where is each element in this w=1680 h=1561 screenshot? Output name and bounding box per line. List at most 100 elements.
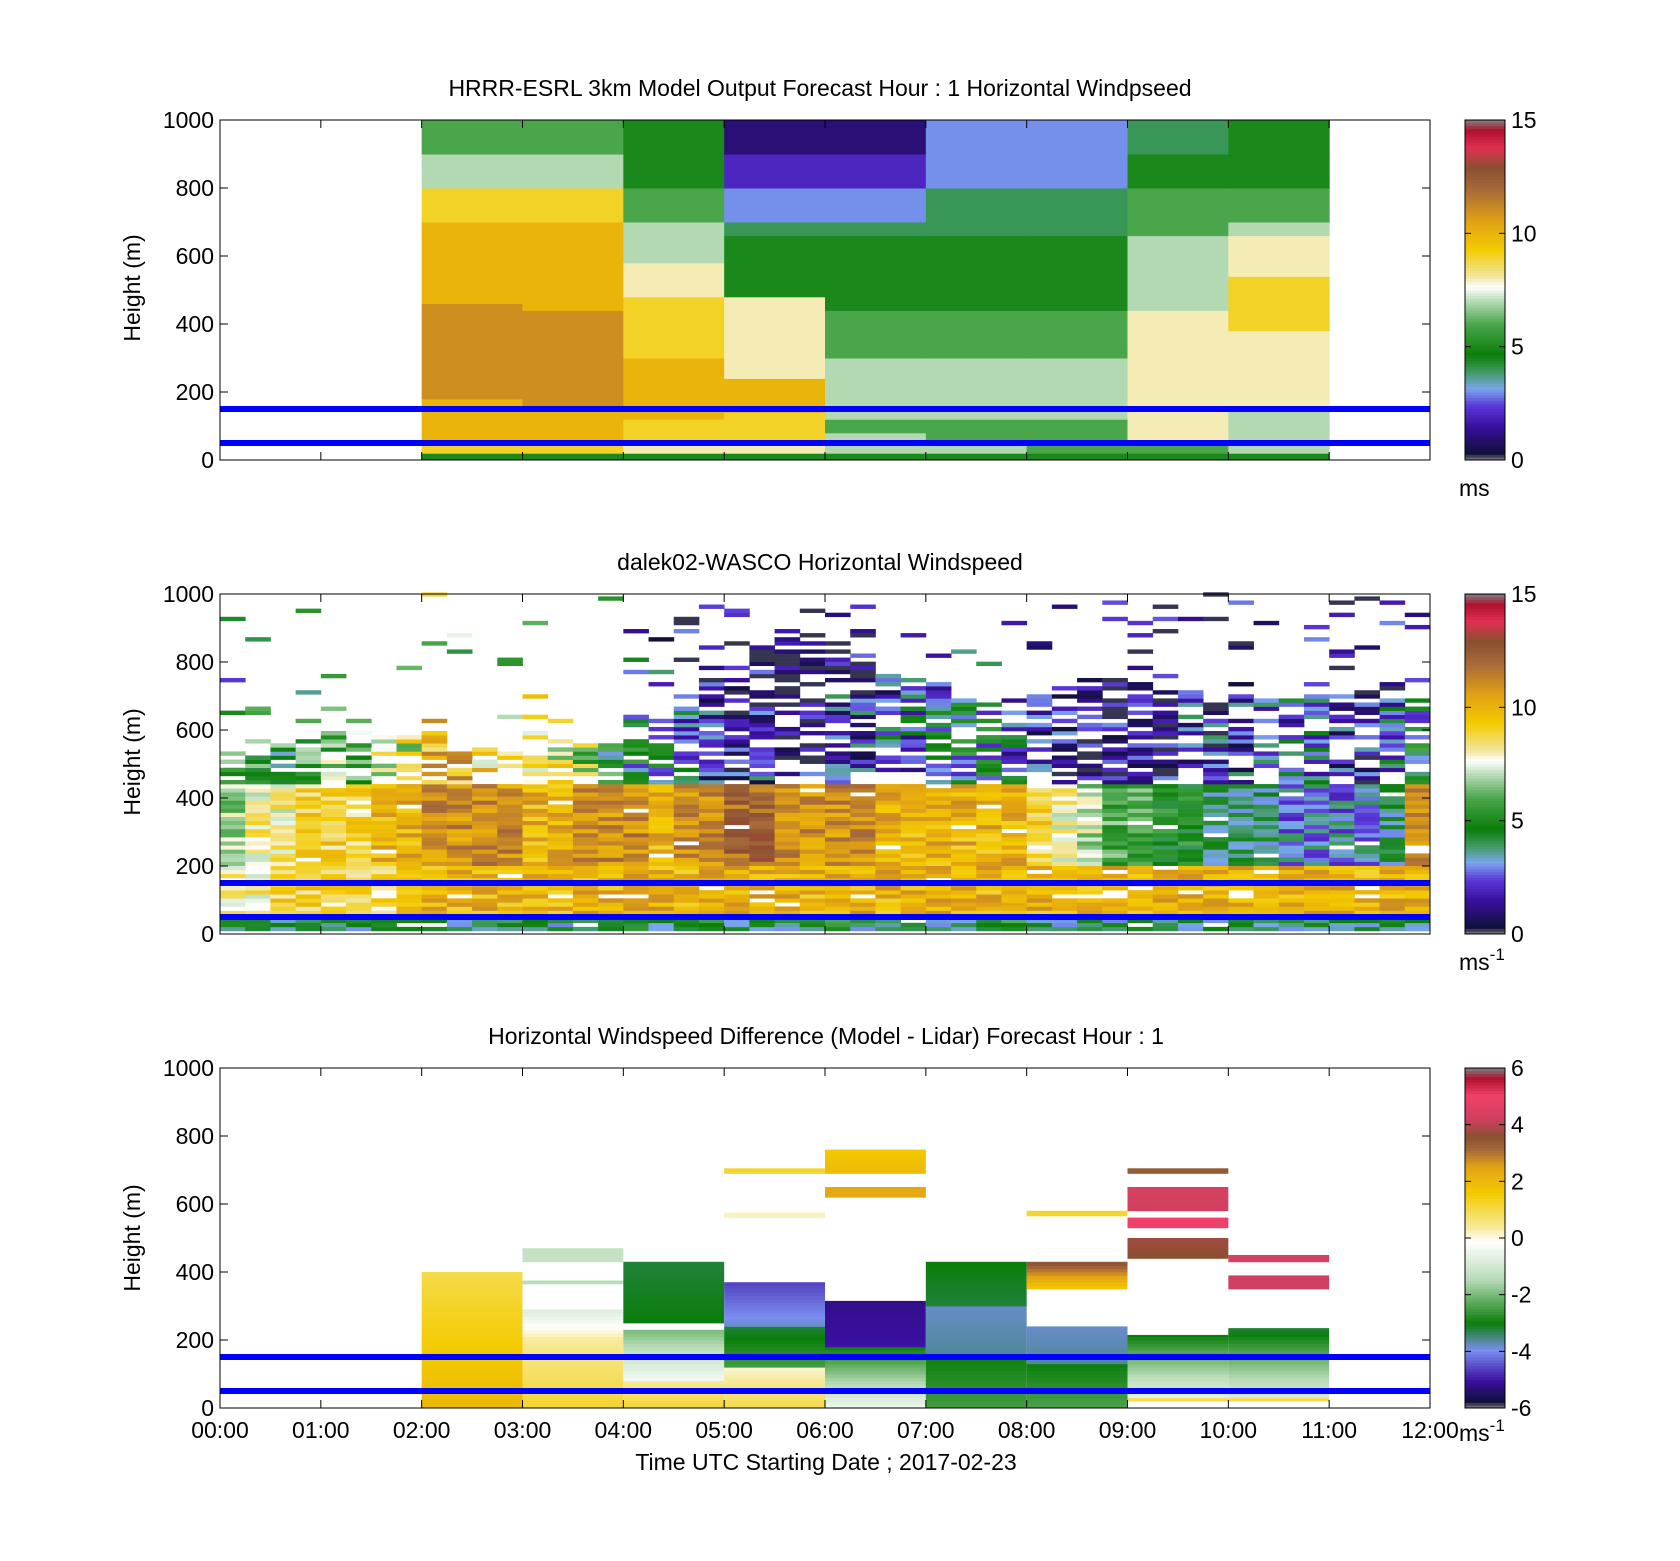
lidar-cell <box>295 922 322 928</box>
colorbar-cell <box>1465 1133 1505 1137</box>
lidar-cell <box>1278 890 1305 895</box>
model-cell <box>925 453 1028 461</box>
lidar-cell <box>850 853 876 858</box>
lidar-cell <box>472 812 498 817</box>
lidar-cell <box>1152 735 1179 740</box>
lidar-cell <box>799 731 826 736</box>
lidar-cell <box>270 784 297 789</box>
lidar-cell <box>724 857 750 862</box>
model-cell <box>522 303 624 311</box>
colorbar-cell <box>1465 1260 1505 1264</box>
model-cell <box>421 133 523 141</box>
lidar-cell <box>1152 743 1179 748</box>
lidar-cell <box>1077 739 1103 744</box>
colorbar-cell <box>1465 642 1505 646</box>
lidar-cell <box>1379 906 1406 911</box>
model-cell <box>522 269 624 277</box>
lidar-cell <box>774 865 801 871</box>
lidar-cell <box>1278 796 1305 801</box>
difference-cell <box>522 1394 624 1399</box>
difference-cell <box>925 1394 1027 1399</box>
colorbar-cell <box>1465 1161 1505 1165</box>
lidar-cell <box>598 890 624 895</box>
lidar-cell <box>724 808 750 813</box>
lidar-cell <box>598 779 624 785</box>
lidar-cell <box>245 808 271 813</box>
lidar-cell <box>850 902 876 907</box>
lidar-cell <box>522 735 549 740</box>
lidar-cell <box>900 861 927 866</box>
lidar-cell <box>1177 726 1204 732</box>
lidar-cell <box>1152 816 1179 822</box>
difference-cell <box>825 1312 926 1317</box>
lidar-cell <box>900 735 927 740</box>
lidar-cell <box>925 869 952 875</box>
difference-cell <box>925 1367 1027 1371</box>
lidar-cell <box>1303 759 1330 764</box>
lidar-cell <box>976 726 1002 732</box>
lidar-cell <box>749 922 775 928</box>
lidar-cell <box>1379 759 1406 764</box>
lidar-cell <box>295 771 322 777</box>
lidar-cell <box>446 784 473 789</box>
colorbar-cell <box>1465 315 1505 319</box>
lidar-cell <box>547 796 574 801</box>
lidar-cell <box>1278 922 1305 928</box>
colorbar-cell <box>1465 650 1505 654</box>
lidar-cell <box>446 779 473 785</box>
model-cell <box>421 453 523 461</box>
lidar-cell <box>1077 926 1103 932</box>
lidar-cell <box>320 820 347 826</box>
lidar-cell <box>547 869 574 875</box>
lidar-cell <box>1404 853 1431 858</box>
lidar-cell <box>925 837 952 842</box>
colorbar-cell <box>1465 1164 1505 1168</box>
lidar-cell <box>1329 714 1355 720</box>
colorbar-cell <box>1465 613 1505 618</box>
lidar-cell <box>1278 857 1305 862</box>
lidar-cell <box>396 784 423 789</box>
lidar-cell <box>1329 824 1355 830</box>
lidar-cell <box>799 894 826 899</box>
lidar-cell <box>623 788 649 793</box>
lidar-cell <box>270 775 297 781</box>
lidar-cell <box>295 820 322 826</box>
lidar-cell <box>270 747 297 752</box>
difference-cell <box>825 1329 926 1334</box>
difference-cell <box>724 1329 825 1334</box>
lidar-cell <box>673 767 700 773</box>
lidar-cell <box>1152 869 1179 875</box>
colorbar-cell <box>1465 185 1505 189</box>
model-cell <box>623 296 725 305</box>
colorbar-cell <box>1465 919 1505 924</box>
lidar-cell <box>421 735 448 740</box>
lidar-cell <box>1102 682 1128 687</box>
model-cell <box>522 351 624 359</box>
colorbar-cell <box>1465 182 1505 186</box>
colorbar-cell <box>1465 120 1505 124</box>
model-cell <box>421 432 523 441</box>
y-tick-label: 200 <box>176 853 214 879</box>
lidar-cell <box>346 841 372 846</box>
lidar-cell <box>371 873 397 879</box>
lidar-cell <box>320 861 347 866</box>
lidar-cell <box>522 837 549 842</box>
model-cell <box>421 201 523 209</box>
lidar-cell <box>220 677 246 683</box>
difference-cell <box>925 1289 1027 1293</box>
lidar-cell <box>1404 759 1431 764</box>
lidar-cell <box>522 828 549 834</box>
lidar-cell <box>547 865 574 871</box>
model-cell <box>1026 392 1128 400</box>
difference-cell <box>522 1346 624 1351</box>
model-cell <box>724 358 826 366</box>
lidar-cell <box>1303 898 1330 903</box>
lidar-cell <box>900 710 927 715</box>
lidar-cell <box>396 743 423 748</box>
lidar-cell <box>1127 845 1154 850</box>
lidar-cell <box>1077 804 1103 809</box>
lidar-cell <box>220 616 246 622</box>
lidar-cell <box>396 767 423 773</box>
colorbar-cell <box>1465 1306 1505 1310</box>
lidar-cell <box>1303 694 1330 699</box>
